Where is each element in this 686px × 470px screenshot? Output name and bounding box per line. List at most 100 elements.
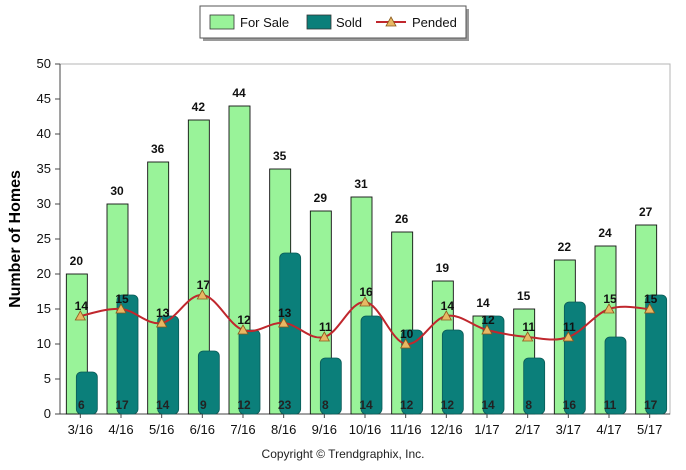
label-for-sale: 19	[436, 261, 450, 275]
label-sold: 6	[78, 398, 85, 412]
label-pended: 10	[400, 327, 414, 341]
label-for-sale: 20	[70, 254, 84, 268]
label-sold: 9	[200, 398, 207, 412]
legend-label-for-sale: For Sale	[240, 15, 289, 30]
label-for-sale: 15	[517, 289, 531, 303]
marker-pended	[521, 331, 534, 342]
x-tick-label: 3/16	[68, 422, 93, 437]
label-sold: 14	[156, 398, 170, 412]
label-pended: 15	[603, 292, 617, 306]
x-tick-label: 1/17	[474, 422, 499, 437]
label-sold: 8	[525, 398, 532, 412]
x-tick-label: 5/16	[149, 422, 174, 437]
label-for-sale: 31	[354, 177, 368, 191]
y-tick-label: 35	[37, 161, 51, 176]
x-tick-label: 11/16	[390, 422, 422, 437]
bar-sold	[360, 315, 383, 415]
y-tick-label: 20	[37, 266, 51, 281]
bar-sold	[238, 329, 261, 415]
label-pended: 12	[237, 313, 251, 327]
label-pended: 16	[359, 285, 373, 299]
y-tick-label: 25	[37, 231, 51, 246]
bar-sold	[279, 252, 302, 415]
y-tick-label: 40	[37, 126, 51, 141]
copyright-text: Copyright © Trendgraphix, Inc.	[261, 447, 425, 461]
bar-sold	[441, 329, 464, 415]
x-tick-label: 2/17	[515, 422, 540, 437]
label-sold: 12	[237, 398, 251, 412]
label-for-sale: 42	[192, 100, 206, 114]
y-tick-label: 5	[44, 371, 51, 386]
legend-label-sold: Sold	[336, 15, 362, 30]
bar-for-sale	[187, 119, 210, 415]
label-sold: 23	[278, 398, 292, 412]
legend-swatch-sold	[306, 14, 332, 30]
y-tick-label: 30	[37, 196, 51, 211]
label-sold: 8	[322, 398, 329, 412]
marker-pended	[440, 310, 453, 321]
label-sold: 14	[481, 398, 495, 412]
x-tick-label: 6/16	[190, 422, 215, 437]
bar-sold	[523, 357, 546, 415]
marker-pended	[115, 303, 127, 314]
legend	[199, 5, 467, 39]
label-sold: 17	[115, 398, 129, 412]
label-for-sale: 36	[151, 142, 165, 156]
marker-pended	[481, 324, 493, 335]
label-pended: 11	[563, 320, 576, 334]
label-for-sale: 22	[558, 240, 572, 254]
x-tick-label: 3/17	[556, 422, 581, 437]
label-pended: 17	[197, 278, 211, 292]
legend-marker-pended	[385, 16, 397, 27]
x-tick-label: 5/17	[637, 422, 662, 437]
label-pended: 11	[319, 320, 332, 334]
y-tick-label: 10	[37, 336, 51, 351]
y-tick-label: 0	[44, 406, 51, 421]
x-tick-label: 8/16	[271, 422, 296, 437]
marker-pended	[603, 303, 615, 314]
y-tick-label: 15	[37, 301, 51, 316]
label-pended: 13	[156, 306, 170, 320]
label-for-sale: 27	[639, 205, 653, 219]
label-pended: 11	[522, 320, 535, 334]
bar-sold	[645, 294, 668, 415]
y-tick-label: 50	[37, 56, 51, 71]
marker-pended	[196, 289, 209, 300]
label-sold: 11	[604, 398, 617, 412]
label-sold: 12	[400, 398, 414, 412]
bar-sold	[197, 350, 220, 415]
label-pended: 15	[115, 292, 129, 306]
label-pended: 13	[278, 306, 292, 320]
bar-sold	[482, 315, 505, 415]
x-tick-label: 4/16	[108, 422, 133, 437]
label-sold: 14	[359, 398, 373, 412]
marker-pended	[643, 303, 656, 314]
bar-sold	[319, 357, 342, 415]
marker-pended	[318, 331, 331, 342]
x-tick-label: 9/16	[312, 422, 337, 437]
label-for-sale: 14	[476, 296, 490, 310]
label-sold: 16	[563, 398, 577, 412]
label-for-sale: 30	[110, 184, 124, 198]
label-sold: 17	[644, 398, 658, 412]
label-for-sale: 29	[314, 191, 328, 205]
marker-pended	[399, 338, 412, 349]
label-sold: 12	[441, 398, 455, 412]
x-tick-label: 4/17	[596, 422, 621, 437]
marker-pended	[155, 317, 168, 328]
bar-sold	[75, 371, 98, 415]
legend-label-pended: Pended	[412, 15, 457, 30]
label-for-sale: 24	[598, 226, 612, 240]
marker-pended	[562, 331, 575, 342]
y-tick-label: 45	[37, 91, 51, 106]
x-tick-label: 10/16	[349, 422, 382, 437]
y-axis-label: Number of Homes	[7, 170, 24, 308]
bar-sold	[116, 294, 139, 415]
bar-sold	[401, 329, 424, 415]
marker-pended	[237, 324, 249, 335]
label-pended: 14	[441, 299, 455, 313]
label-for-sale: 35	[273, 149, 287, 163]
bar-sold	[604, 336, 627, 415]
x-tick-label: 12/16	[430, 422, 463, 437]
